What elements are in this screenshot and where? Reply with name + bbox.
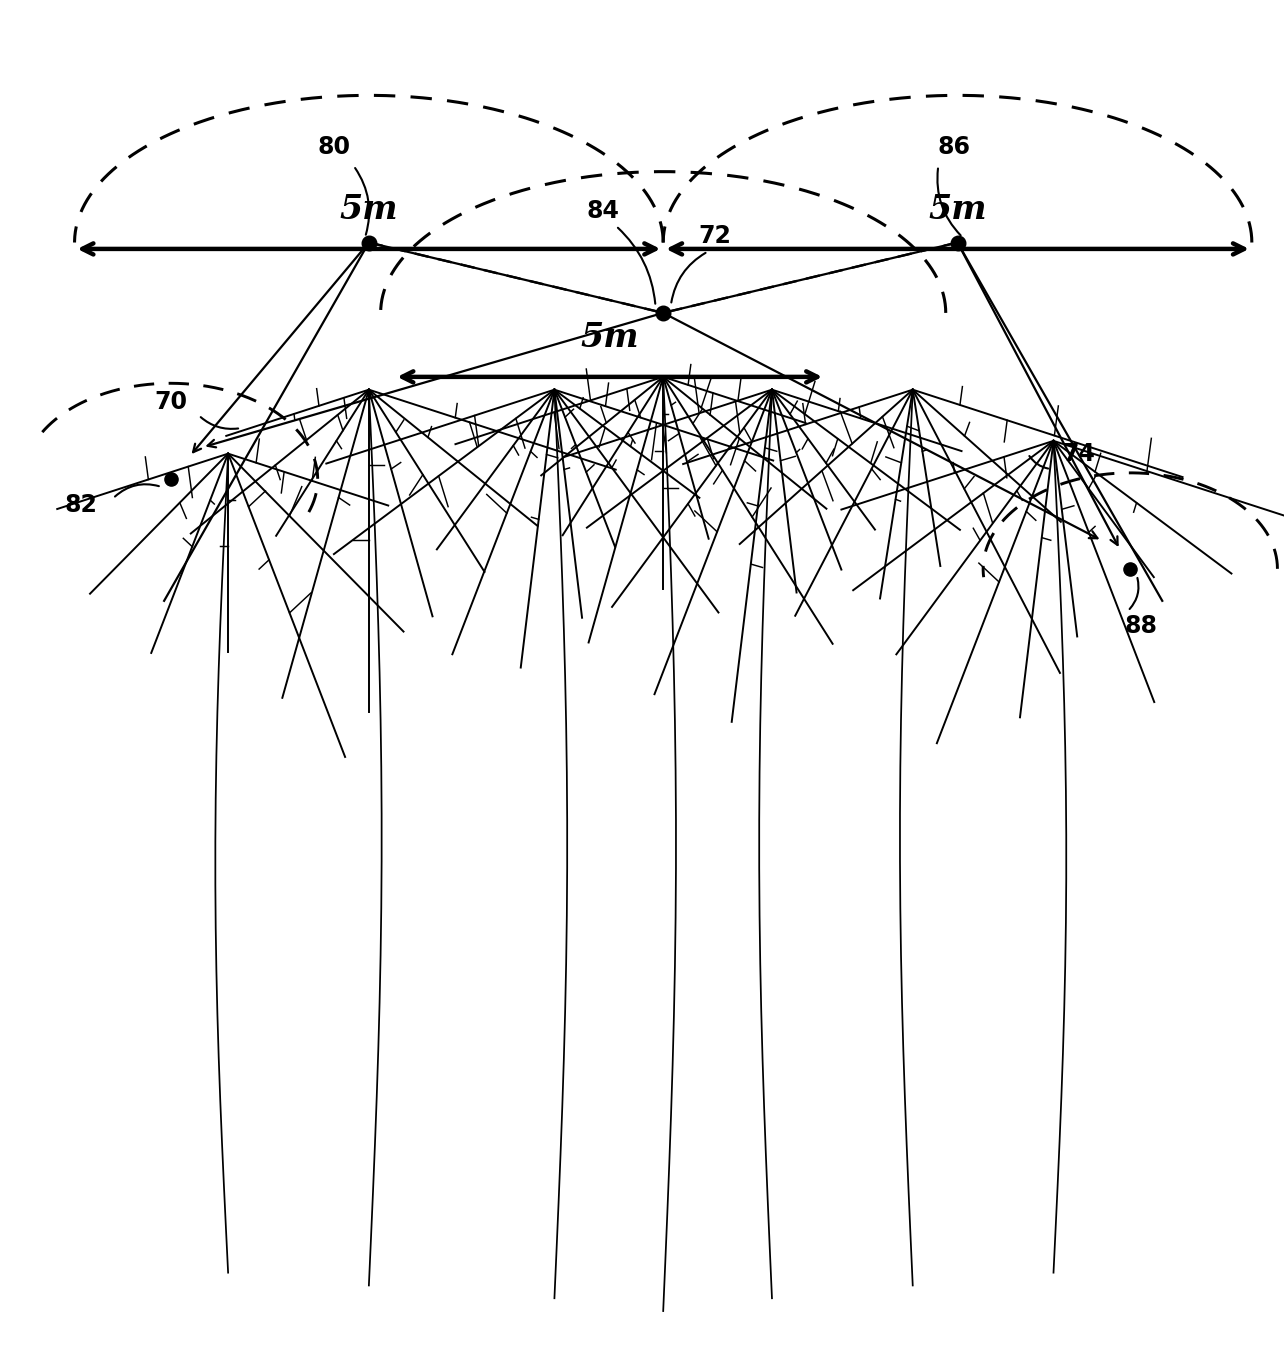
Text: 82: 82	[64, 492, 98, 517]
Text: 86: 86	[938, 134, 970, 159]
Point	[160, 468, 180, 490]
Point	[947, 231, 967, 253]
Text: 84: 84	[586, 198, 620, 223]
Text: 72: 72	[698, 224, 730, 248]
Text: 70: 70	[155, 390, 187, 415]
Text: 80: 80	[318, 134, 350, 159]
Text: 5m: 5m	[929, 193, 987, 226]
Text: 5m: 5m	[581, 321, 639, 354]
Point	[653, 302, 674, 324]
Point	[1121, 558, 1141, 580]
Text: 74: 74	[1063, 442, 1096, 465]
Point	[358, 231, 379, 253]
Text: 88: 88	[1124, 614, 1157, 639]
Text: 5m: 5m	[340, 193, 398, 226]
